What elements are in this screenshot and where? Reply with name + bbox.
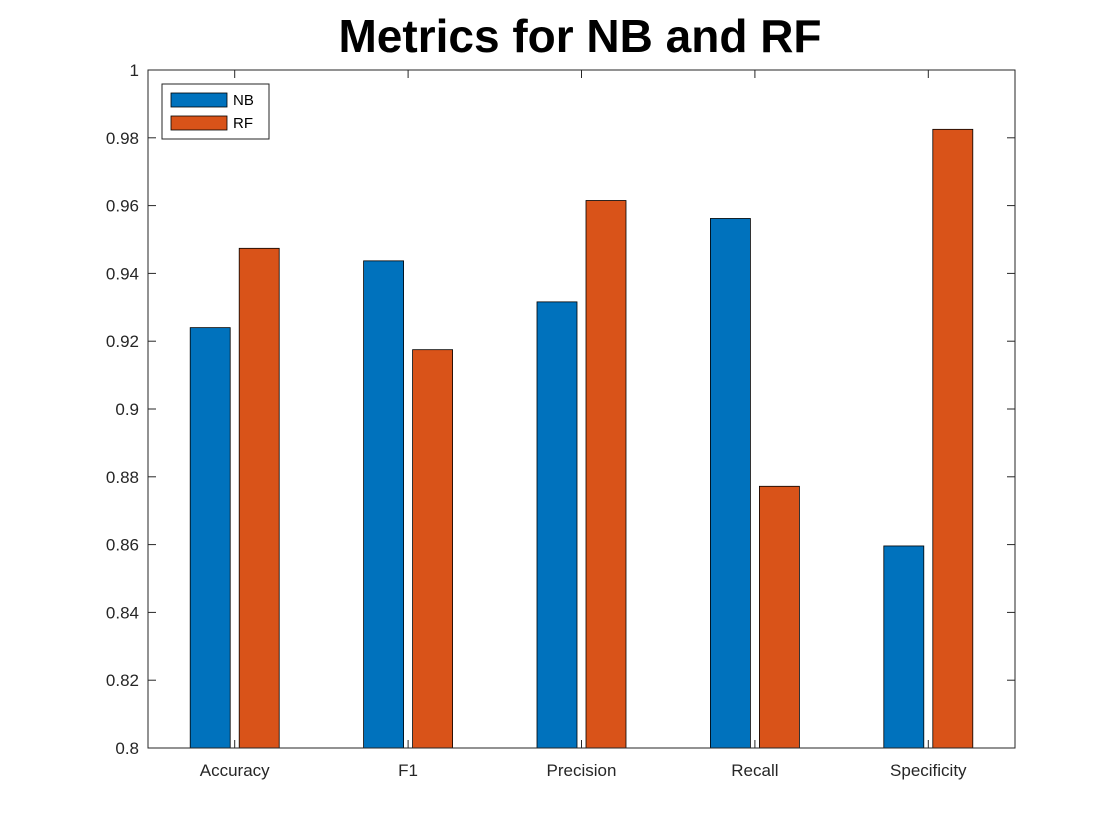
y-tick-label: 0.8 (115, 739, 139, 758)
x-tick-label: Accuracy (200, 761, 270, 780)
x-tick-label: Specificity (890, 761, 967, 780)
y-tick-label: 0.84 (106, 603, 139, 622)
bar-rf-precision (585, 200, 627, 749)
ticks-group: Accuracy F1 Precision Recall Specificity 0.8 0… (106, 61, 1015, 780)
y-tick-label: 1 (130, 61, 139, 80)
y-tick-label: 0.92 (106, 332, 139, 351)
legend-swatch-nb (170, 92, 228, 108)
chart-title: Metrics for NB and RF (338, 10, 821, 62)
y-tick-label: 0.88 (106, 468, 139, 487)
y-tick-label: 0.9 (115, 400, 139, 419)
bar-nb-specificity (883, 545, 925, 749)
x-tick-label: Recall (731, 761, 778, 780)
bar-rf-accuracy (238, 247, 280, 749)
x-tick-label: F1 (398, 761, 418, 780)
bar-nb-precision (536, 301, 578, 749)
bar-rf-recall (759, 485, 800, 749)
x-tick-label: Precision (547, 761, 617, 780)
legend-swatch-rf (170, 115, 228, 131)
legend-label-rf: RF (233, 115, 253, 132)
y-tick-label: 0.98 (106, 129, 139, 148)
y-tick-label: 0.94 (106, 264, 139, 283)
bar-nb-recall (710, 218, 751, 749)
y-tick-label: 0.96 (106, 197, 139, 216)
y-tick-label: 0.82 (106, 671, 139, 690)
bar-rf-f1 (412, 349, 454, 749)
bar-nb-f1 (363, 260, 405, 749)
bar-rf-specificity (932, 128, 974, 749)
legend: NB RF (161, 83, 270, 140)
axes-box (147, 69, 1016, 749)
bar-nb-accuracy (189, 327, 231, 749)
bars-group (189, 128, 974, 749)
plot-area (148, 70, 1015, 748)
y-tick-label: 0.86 (106, 536, 139, 555)
legend-label-nb: NB (233, 92, 254, 109)
